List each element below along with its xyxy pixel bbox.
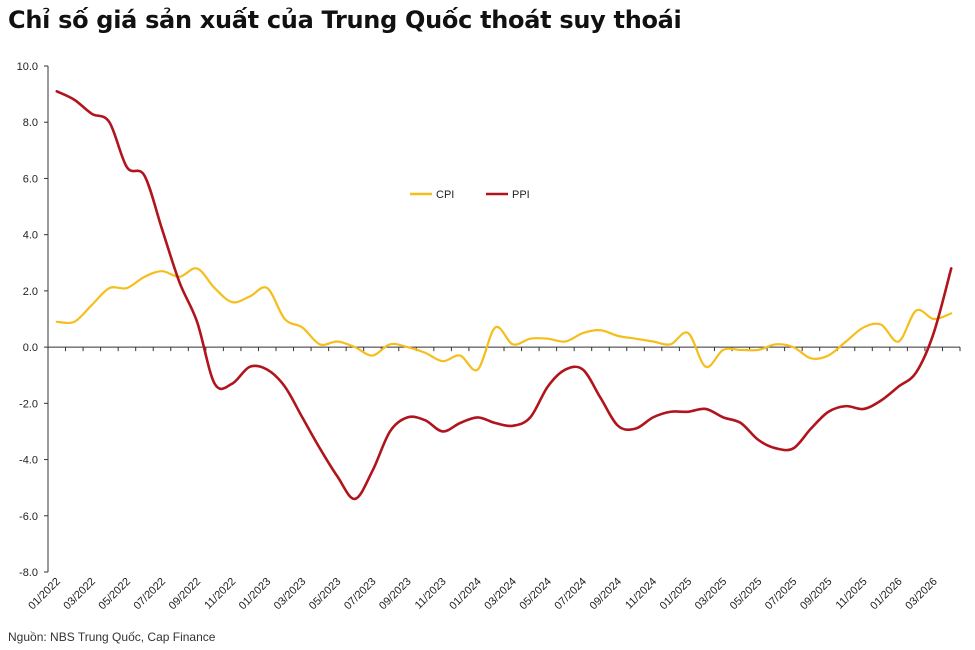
y-tick-label: 6.0 bbox=[23, 173, 38, 185]
y-tick-label: 4.0 bbox=[23, 230, 38, 242]
source-note: Nguồn: NBS Trung Quốc, Cap Finance bbox=[8, 630, 216, 644]
x-tick-label: 05/2022 bbox=[96, 576, 133, 613]
x-tick-label: 01/2023 bbox=[237, 576, 274, 613]
series-layer bbox=[55, 90, 953, 501]
x-tick-label: 07/2022 bbox=[132, 576, 169, 613]
x-tick-label: 05/2024 bbox=[517, 576, 554, 613]
x-tick-label: 11/2024 bbox=[623, 576, 659, 612]
y-tick-label: 2.0 bbox=[23, 286, 38, 298]
y-tick-label: -2.0 bbox=[19, 398, 38, 410]
y-tick-label: -6.0 bbox=[19, 511, 38, 523]
legend: CPI PPI bbox=[410, 189, 530, 201]
y-tick-label: 8.0 bbox=[23, 117, 38, 129]
x-tick-label: 03/2026 bbox=[903, 576, 940, 613]
x-tick-label: 05/2025 bbox=[728, 576, 765, 613]
x-tick-label: 03/2025 bbox=[693, 576, 730, 613]
series-line-ppi bbox=[55, 90, 953, 501]
x-tick-label: 09/2022 bbox=[167, 576, 204, 613]
x-tick-label: 01/2025 bbox=[658, 576, 695, 613]
y-tick-label: 0.0 bbox=[23, 342, 38, 354]
x-tick-label: 01/2026 bbox=[868, 576, 905, 613]
series-line-cpi bbox=[55, 267, 953, 372]
x-tick-label: 03/2022 bbox=[61, 576, 98, 613]
x-tick-label: 09/2025 bbox=[798, 576, 835, 613]
x-tick-label: 01/2022 bbox=[26, 576, 63, 613]
y-tick-label: 10.0 bbox=[17, 61, 38, 73]
x-tick-label: 03/2023 bbox=[272, 576, 309, 613]
x-tick-label: 05/2023 bbox=[307, 576, 344, 613]
x-tick-label: 01/2024 bbox=[447, 576, 484, 613]
y-tick-label: -8.0 bbox=[19, 567, 38, 579]
x-tick-label: 11/2023 bbox=[413, 576, 449, 612]
legend-label-cpi: CPI bbox=[436, 189, 454, 201]
chart-title: Chỉ số giá sản xuất của Trung Quốc thoát… bbox=[8, 6, 682, 34]
x-tick-label: 03/2024 bbox=[482, 576, 519, 613]
legend-label-ppi: PPI bbox=[512, 189, 530, 201]
y-tick-label: -4.0 bbox=[19, 455, 38, 467]
x-tick-label: 09/2023 bbox=[377, 576, 414, 613]
x-tick-label: 11/2022 bbox=[202, 576, 238, 612]
x-tick-label: 11/2025 bbox=[834, 576, 870, 612]
y-axis: 10.0 8.0 6.0 4.0 2.0 0.0 -2.0 -4.0 -6.0 -8.0 bbox=[17, 61, 49, 579]
x-tick-label: 09/2024 bbox=[588, 576, 625, 613]
x-tick-label: 07/2025 bbox=[763, 576, 800, 613]
x-tick-label: 07/2024 bbox=[552, 576, 589, 613]
x-tick-label: 07/2023 bbox=[342, 576, 379, 613]
